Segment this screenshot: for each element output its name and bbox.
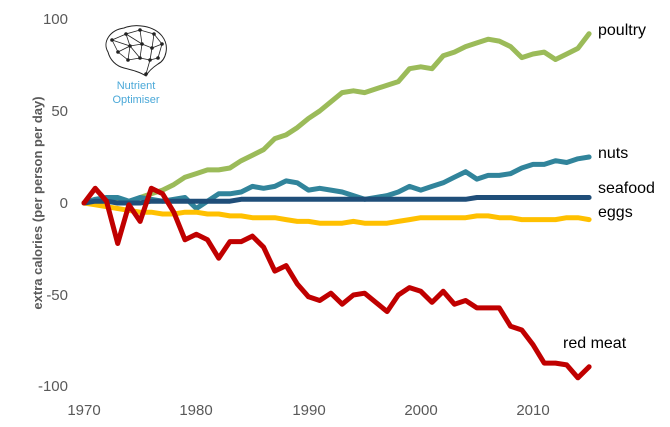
y-tick-label: 0 xyxy=(60,195,68,212)
series-line-poultry xyxy=(81,31,592,206)
logo-text-line1: Nutrient xyxy=(117,80,156,92)
y-tick-label: -50 xyxy=(46,287,68,304)
series-label-eggs: eggs xyxy=(598,204,633,221)
series-label-seafood: seafood xyxy=(598,180,655,197)
y-tick-label: 100 xyxy=(43,11,68,28)
x-tick-label: 1980 xyxy=(179,402,212,419)
series-label-poultry: poultry xyxy=(598,22,646,39)
series-label-nuts: nuts xyxy=(598,145,628,162)
x-tick-label: 1970 xyxy=(67,402,100,419)
x-tick-label: 2010 xyxy=(516,402,549,419)
series-line-red-meat xyxy=(81,185,592,381)
y-tick-label: -100 xyxy=(38,378,68,395)
y-axis-label: extra calories (per person per day) xyxy=(30,96,45,309)
logo-text-line2: Optimiser xyxy=(112,94,159,106)
series-line-eggs xyxy=(81,200,592,226)
x-tick-label: 1990 xyxy=(292,402,325,419)
series-label-red-meat: red meat xyxy=(563,335,627,352)
y-tick-label: 50 xyxy=(51,103,68,120)
x-tick-label: 2000 xyxy=(404,402,437,419)
brain-network-icon xyxy=(105,25,167,77)
